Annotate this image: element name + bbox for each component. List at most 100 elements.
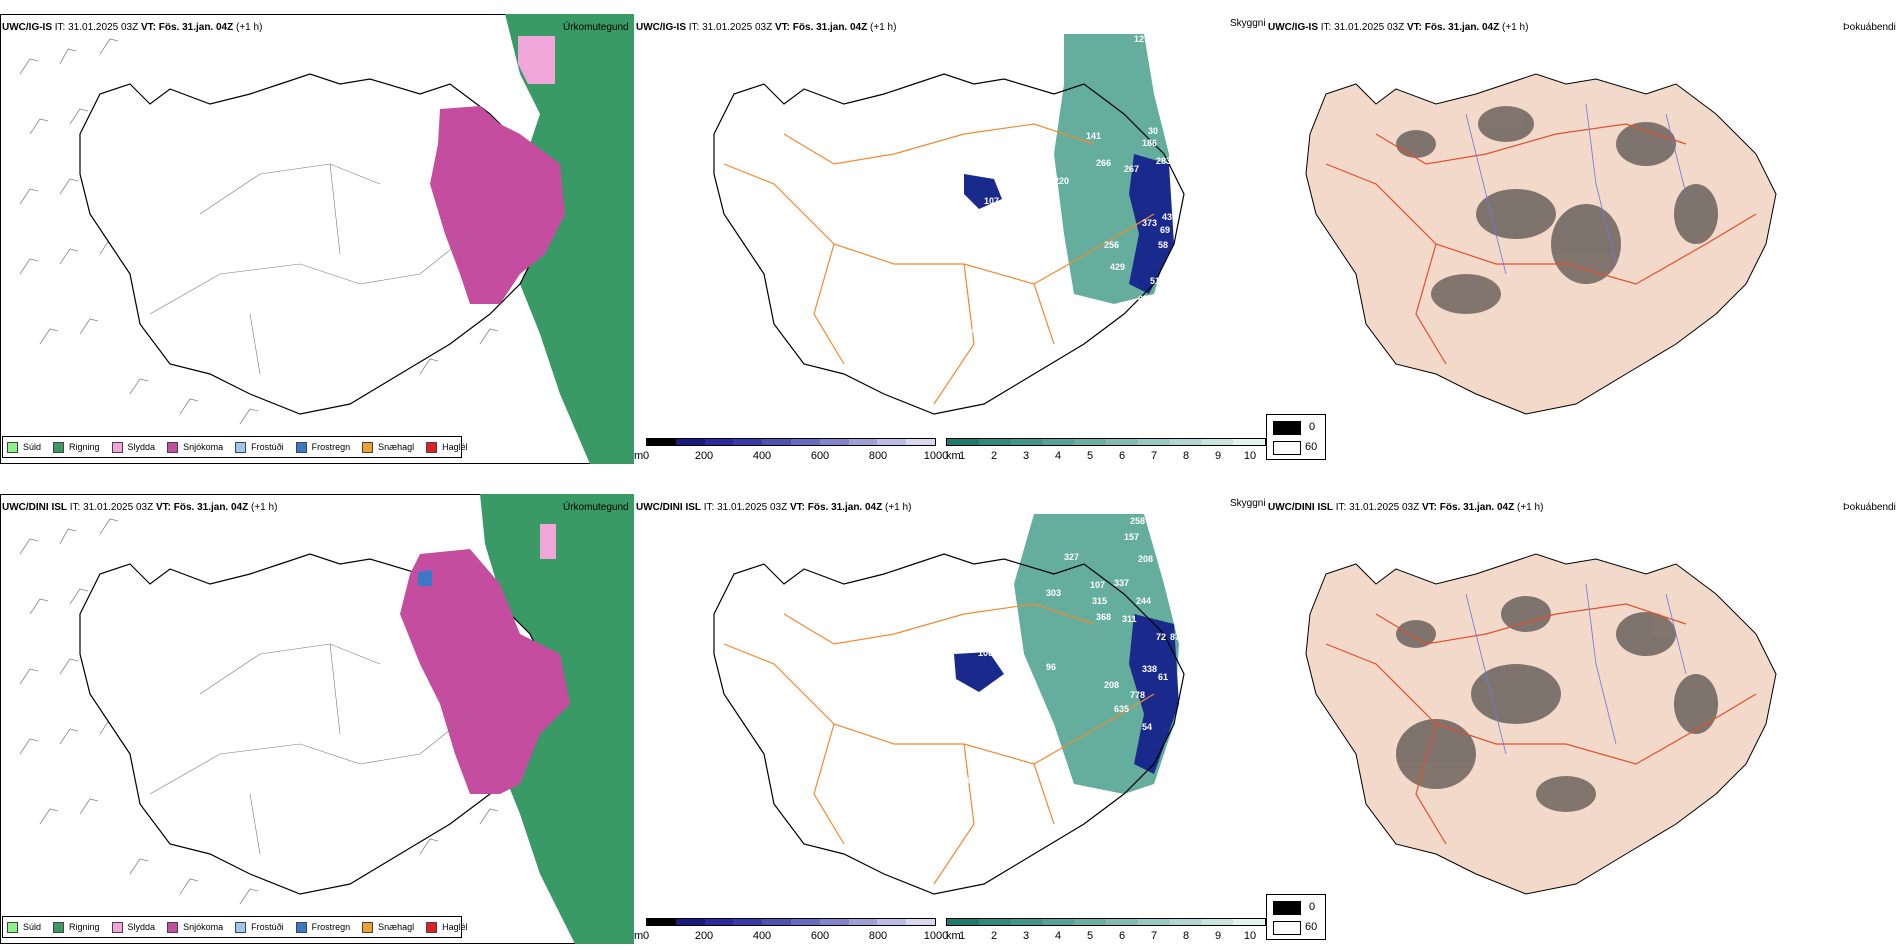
cloud-label: 17 — [944, 328, 954, 338]
it-value: 31.01.2025 03Z — [1349, 502, 1420, 513]
cloud-header-row2: UWC/DINI ISL IT: 31.01.2025 03Z VT: Fös.… — [636, 502, 911, 513]
colorbar-bin — [1105, 919, 1138, 925]
cloud-label: 208 — [1138, 554, 1153, 564]
colorbar-strip — [646, 438, 936, 446]
colorbar-bin — [906, 439, 935, 445]
legend-item: Slydda — [111, 921, 155, 933]
colorbar-bin — [1010, 919, 1043, 925]
colorbar-unit: m — [634, 930, 644, 942]
cloud-label: 106 — [978, 648, 993, 658]
cloud-label: 19 — [1022, 246, 1032, 256]
it-label: IT: — [1320, 22, 1332, 33]
colorbar-tick: 400 — [752, 450, 772, 462]
cloud-label: 61 — [1158, 672, 1168, 682]
legend-item: Frostúði — [235, 921, 284, 933]
it-value: 31.01.2025 03Z — [83, 502, 154, 513]
colorbar-bin — [1169, 439, 1202, 445]
fog-map — [1305, 73, 1777, 415]
colorbar-bin — [1201, 439, 1234, 445]
legend-label: Haglél — [442, 922, 468, 932]
cloud-label: 43 — [1162, 212, 1172, 222]
fog-shading — [1396, 596, 1718, 812]
vt-label: VT: — [155, 502, 171, 513]
cloud-map: 258 157 152 208 327 107 337 315 303 368 … — [713, 514, 1185, 895]
fog-key-low-swatch — [1273, 421, 1301, 435]
cloud-label: 256 — [1104, 240, 1119, 250]
cloud-label: 311 — [1122, 614, 1137, 624]
cloud-label: 208 — [1104, 680, 1119, 690]
colorbar-bin — [1137, 439, 1170, 445]
precip-legend-row1: Súld Rigning Slydda Snjókoma Frostúði Frostre… — [2, 436, 468, 458]
cloud-label: 152 — [1164, 540, 1179, 550]
legend-item: Rigning — [53, 921, 100, 933]
precip-panel-row2 — [0, 494, 634, 944]
cloud-base-west — [964, 174, 1002, 209]
cloud-panel-row2: 258 157 152 208 327 107 337 315 303 368 … — [634, 494, 1264, 914]
fog-key-high-label: 60 — [1305, 921, 1318, 933]
colorbar-bin — [675, 439, 705, 445]
fog-key-high-label: 60 — [1305, 441, 1318, 453]
colorbar-tick: 1000 — [923, 930, 949, 942]
colorbar-tick: 7 — [1150, 450, 1158, 462]
it-value: 31.01.2025 03Z — [1334, 22, 1405, 33]
precip-legend-row2: Súld Rigning Slydda Snjókoma Frostúði Frostre… — [2, 916, 468, 938]
roads — [149, 163, 471, 375]
fog-header-row2: UWC/DINI ISL IT: 31.01.2025 03Z VT: Fös.… — [1268, 502, 1543, 513]
it-label: IT: — [688, 22, 700, 33]
colorbar-tick: 7 — [1150, 930, 1158, 942]
cloud-label: 267 — [1124, 164, 1139, 174]
cloud-label: 142 — [856, 792, 871, 802]
roads — [723, 123, 1155, 405]
colorbar-unit: km — [946, 450, 961, 462]
colorbar-bin — [1010, 439, 1043, 445]
cloud-label: 58 — [1158, 240, 1168, 250]
colorbar-tick: 800 — [868, 450, 888, 462]
colorbar-strip — [946, 438, 1266, 446]
cloud-label: 157 — [1124, 532, 1139, 542]
legend-label: Súld — [23, 922, 42, 932]
legend-swatch — [53, 441, 65, 453]
vt-value: Fös. 31.jan. 04Z — [1439, 502, 1515, 513]
fog-title-row1: Þokuábendi — [1843, 22, 1896, 33]
colorbar-bin — [675, 919, 705, 925]
colorbar-tick: 5 — [1086, 450, 1094, 462]
colorbar-bin — [947, 919, 979, 925]
vt-label: VT: — [774, 22, 790, 33]
precip-title-row2: Úrkomutegund — [563, 502, 629, 513]
cloud-base-colorbar-row1: m 0 200 400 600 800 1000 — [634, 438, 948, 462]
legend-label: Snjókoma — [183, 922, 224, 932]
legend-item: Snjókoma — [167, 441, 223, 453]
colorbar-bin — [733, 439, 763, 445]
cloud-visibility-area — [1014, 514, 1179, 794]
legend-label: Rigning — [69, 922, 100, 932]
colorbar-tick: 1 — [958, 450, 966, 462]
cloud-label: 135 — [944, 766, 959, 776]
colorbar-tick: 200 — [694, 450, 714, 462]
legend-swatch — [167, 441, 179, 453]
cloud-label: 87 — [1170, 632, 1180, 642]
cloud-label: 635 — [1114, 704, 1129, 714]
sleet-area — [540, 524, 556, 559]
visibility-colorbar-row2: km 1 2 3 4 5 6 7 8 9 10 — [946, 918, 1266, 942]
legend-swatch — [295, 441, 307, 453]
colorbar-tick: 4 — [1054, 450, 1062, 462]
cloud-label: 141 — [1086, 131, 1101, 141]
lead-time: (+1 h) — [236, 22, 263, 33]
snow-area — [430, 106, 565, 304]
roads — [149, 643, 471, 855]
colorbar-bin — [647, 919, 676, 925]
fog-panel-row2 — [1266, 494, 1900, 904]
roads — [723, 603, 1155, 885]
colorbar-tick: 8 — [1182, 450, 1190, 462]
colorbar-tick: 6 — [1118, 930, 1126, 942]
model-name: UWC/IG-IS — [636, 22, 686, 33]
cloud-title-row1: Skyggni — [1230, 18, 1266, 29]
colorbar-tick: 10 — [1243, 930, 1257, 942]
legend-swatch — [111, 441, 123, 453]
fog-key-row1: 0 60 — [1266, 414, 1326, 460]
colorbar-bin — [762, 439, 791, 445]
legend-item: Súld — [7, 441, 41, 453]
iceland-coast — [713, 553, 1185, 895]
cloud-label: 107 — [1090, 580, 1105, 590]
colorbar-bin — [647, 439, 676, 445]
